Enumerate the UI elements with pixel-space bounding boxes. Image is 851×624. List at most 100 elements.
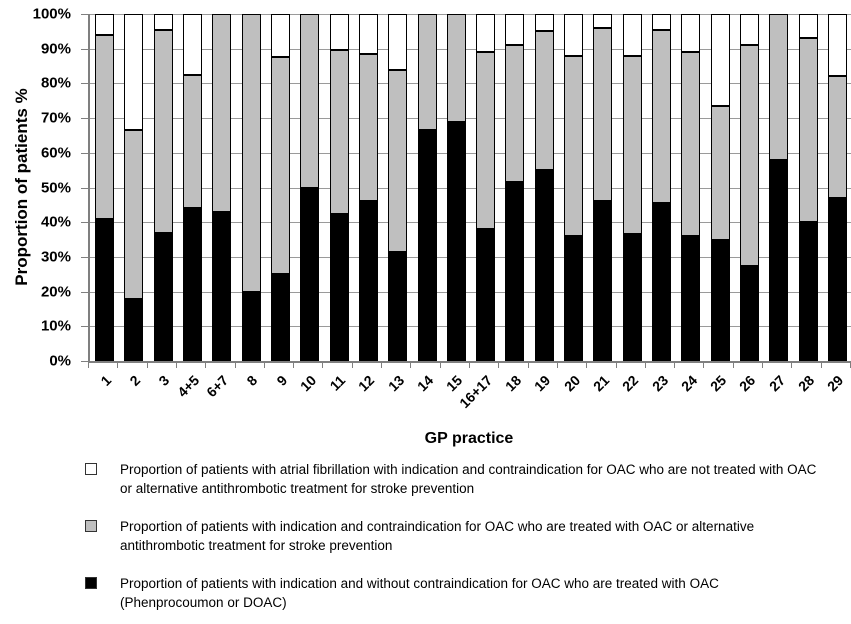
y-axis-tick-labels: 0% 10% 20% 30% 40% 50% 60% 70% 80% 90% 100% — [0, 6, 81, 370]
bar-gp-12 — [358, 14, 378, 361]
bar-segment — [564, 55, 584, 237]
bar-gp-20 — [564, 14, 584, 361]
y-tick-mark — [81, 326, 88, 328]
bar-segment — [476, 229, 496, 361]
bar-segment — [681, 236, 701, 361]
bar-segment — [446, 14, 466, 122]
bar-gp-14 — [417, 14, 437, 361]
bar-segment — [95, 34, 115, 219]
x-tick-mark — [791, 363, 793, 368]
x-tick-mark — [205, 363, 207, 368]
bar-segment — [95, 14, 115, 35]
bar-segment — [183, 74, 203, 209]
bar-segment — [183, 14, 203, 75]
gridline — [90, 291, 851, 293]
x-tick-mark — [263, 363, 265, 368]
bar-segment — [798, 222, 818, 361]
bar-segment — [124, 14, 144, 131]
x-tick-mark — [556, 363, 558, 368]
y-tick-label: 10% — [40, 317, 71, 335]
x-tick-mark — [293, 363, 295, 368]
x-tick-mark — [527, 363, 529, 368]
bar-gp-4+5 — [183, 14, 203, 361]
bar-gp-16+17 — [476, 14, 496, 361]
bar-segment — [505, 14, 525, 46]
y-tick-mark — [81, 361, 88, 362]
bar-segment — [388, 14, 408, 70]
gridline — [90, 326, 851, 328]
legend-label: Proportion of patients with atrial fibri… — [120, 462, 817, 496]
bar-segment — [681, 14, 701, 53]
legend-item-treated-without-contraindication: Proportion of patients with indication a… — [85, 574, 820, 612]
gridline — [90, 48, 851, 50]
x-tick-mark — [439, 363, 441, 368]
bar-gp-9 — [271, 14, 290, 361]
bar-segment — [300, 187, 320, 361]
bar-gp-19 — [534, 14, 554, 361]
bar-segment — [124, 298, 144, 361]
gridline — [90, 256, 851, 258]
bar-gp-15 — [446, 14, 466, 361]
bar-segment — [358, 14, 378, 54]
bar-gp-10 — [300, 14, 320, 361]
bar-gp-3 — [153, 14, 173, 361]
y-tick-label: 80% — [40, 74, 71, 92]
y-tick-label: 90% — [40, 40, 71, 58]
bar-gp-24 — [681, 14, 701, 361]
x-tick-mark — [234, 363, 236, 368]
x-tick-mark — [322, 363, 324, 368]
bar-gp-2 — [124, 14, 144, 361]
y-tick-mark — [81, 118, 88, 120]
bar-segment — [271, 57, 290, 275]
y-tick-label: 20% — [40, 283, 71, 301]
bar-segment — [153, 232, 173, 361]
gridline — [90, 14, 851, 15]
x-tick-mark — [117, 363, 119, 368]
bar-segment — [593, 201, 613, 361]
bar-segment — [124, 130, 144, 299]
bar-gp-23 — [652, 14, 671, 361]
bar-segment — [798, 38, 818, 223]
x-tick-mark — [146, 363, 148, 368]
bar-segment — [534, 31, 554, 171]
bar-gp-11 — [329, 14, 349, 361]
bar-segment — [183, 208, 203, 361]
chart-legend: Proportion of patients with atrial fibri… — [85, 460, 820, 624]
bar-segment — [769, 14, 789, 160]
gridline — [90, 83, 851, 85]
bar-gp-18 — [505, 14, 525, 361]
plot-area — [88, 14, 851, 363]
bar-segment — [446, 121, 466, 361]
bar-segment — [769, 159, 789, 361]
x-tick-mark — [732, 363, 734, 368]
gray-square-legend-marker-icon — [85, 520, 97, 532]
y-tick-label: 50% — [40, 179, 71, 196]
x-tick-mark — [703, 363, 705, 368]
x-tick-mark — [381, 363, 383, 368]
bar-segment — [622, 234, 642, 361]
gridline — [90, 187, 851, 189]
bar-segment — [710, 14, 730, 106]
bar-segment — [212, 14, 232, 212]
bar-segment — [417, 14, 437, 130]
y-tick-label: 30% — [40, 248, 71, 266]
x-tick-mark — [820, 363, 822, 368]
x-tick-mark — [351, 363, 353, 368]
bar-segment — [271, 14, 290, 58]
bar-segment — [476, 52, 496, 230]
bar-segment — [329, 14, 349, 51]
bar-segment — [388, 69, 408, 252]
bar-segment — [739, 265, 759, 361]
bar-segment — [681, 52, 701, 237]
bar-segment — [652, 203, 671, 361]
bar-segment — [329, 50, 349, 214]
bar-segment — [534, 14, 554, 32]
y-tick-label: 60% — [40, 144, 71, 162]
x-tick-mark — [469, 363, 470, 368]
x-tick-mark — [175, 363, 177, 368]
bar-segment — [593, 27, 613, 202]
x-tick-mark — [674, 363, 676, 368]
bar-segment — [153, 29, 173, 233]
black-square-legend-marker-icon — [85, 577, 97, 589]
bar-segment — [739, 45, 759, 266]
